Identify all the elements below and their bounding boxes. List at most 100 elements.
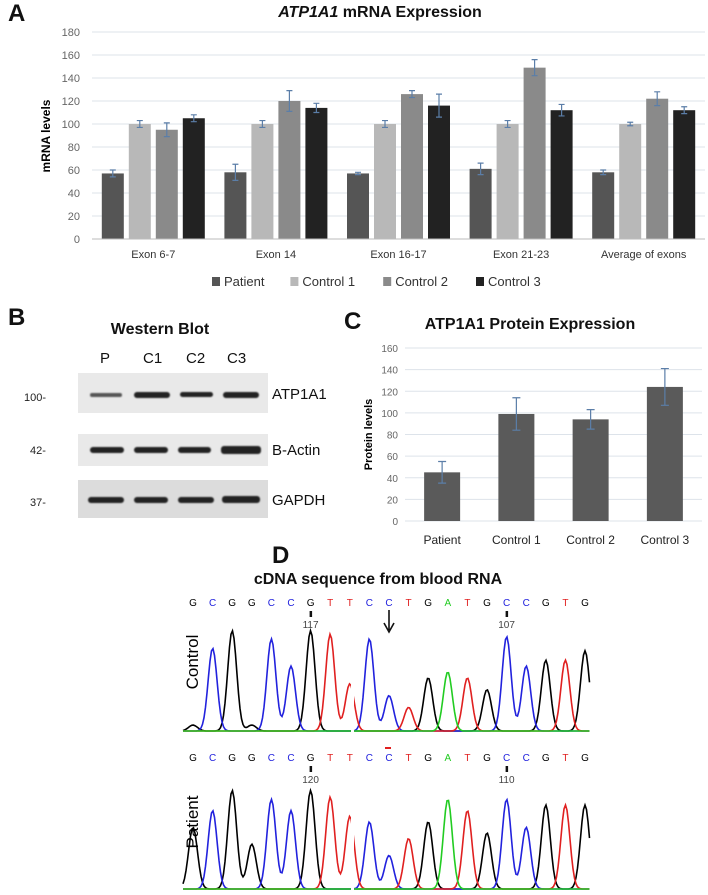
base-call-G: G bbox=[307, 598, 315, 609]
base-call-G: G bbox=[483, 753, 491, 764]
bar-control-3 bbox=[428, 105, 450, 239]
base-call-T: T bbox=[406, 753, 412, 764]
base-call-C: C bbox=[503, 598, 510, 609]
bar-control-1 bbox=[251, 124, 274, 239]
bar-control-3 bbox=[305, 107, 328, 240]
x-tick-label: Exon 6-7 bbox=[131, 249, 175, 261]
x-tick-label: Average of exons bbox=[601, 249, 687, 261]
bar-patient bbox=[469, 168, 492, 239]
base-call-C: C bbox=[523, 753, 530, 764]
legend-swatch bbox=[290, 277, 299, 286]
error-bar bbox=[512, 397, 521, 431]
position-label: 120 bbox=[302, 775, 319, 786]
error-bar bbox=[109, 169, 116, 178]
base-call-A: A bbox=[444, 598, 451, 609]
error-bar bbox=[259, 119, 266, 129]
bar-control-1 bbox=[619, 124, 642, 239]
x-tick-label: Exon 16-17 bbox=[370, 249, 426, 261]
blot-label-atp1a1: ATP1A1 bbox=[272, 386, 327, 403]
y-axis-label: Protein levels bbox=[363, 399, 375, 471]
bar bbox=[498, 413, 535, 521]
x-tick-label: Control 3 bbox=[641, 533, 690, 547]
blot-atp1a1 bbox=[78, 373, 268, 413]
base-call-G: G bbox=[248, 753, 256, 764]
y-tick-label: 80 bbox=[387, 431, 399, 442]
y-tick-label: 120 bbox=[381, 387, 398, 398]
trace-gap bbox=[351, 773, 354, 893]
y-tick-label: 100 bbox=[381, 409, 398, 420]
x-tick-label: Exon 21-23 bbox=[493, 249, 549, 261]
base-call-T: T bbox=[347, 598, 353, 609]
base-call-T: T bbox=[327, 598, 333, 609]
base-call-G: G bbox=[228, 598, 236, 609]
trace-G bbox=[182, 627, 591, 732]
y-tick-label: 120 bbox=[62, 96, 80, 108]
y-tick-label: 60 bbox=[387, 452, 399, 463]
position-tick bbox=[505, 766, 509, 772]
trace-T bbox=[183, 631, 590, 732]
legend-label: Patient bbox=[224, 274, 265, 289]
base-call-G: G bbox=[424, 598, 432, 609]
legend-label: Control 2 bbox=[395, 274, 448, 289]
base-call-G: G bbox=[483, 598, 491, 609]
y-tick-label: 140 bbox=[62, 73, 80, 85]
x-tick-label: Control 1 bbox=[492, 533, 541, 547]
error-bar bbox=[438, 460, 447, 484]
base-call-T: T bbox=[406, 598, 412, 609]
error-bar bbox=[190, 114, 197, 123]
base-call-G: G bbox=[189, 598, 197, 609]
marker-100: 100- bbox=[24, 392, 47, 404]
base-call-G: G bbox=[248, 598, 256, 609]
trace-gap bbox=[351, 609, 354, 735]
bar-patient bbox=[224, 172, 247, 239]
base-call-T: T bbox=[464, 753, 470, 764]
arrow-down-icon bbox=[383, 610, 395, 634]
bar bbox=[572, 419, 609, 521]
x-tick-label: Control 2 bbox=[566, 533, 615, 547]
chart-c: 0 20 40 60 80 100 120 140 160 Protein levels Patie… bbox=[363, 344, 702, 547]
chart-a-title-rest: mRNA Expression bbox=[338, 4, 482, 21]
y-tick-label: 80 bbox=[68, 142, 80, 154]
position-label: 117 bbox=[303, 620, 319, 631]
bar bbox=[646, 386, 683, 521]
base-call-C: C bbox=[287, 598, 294, 609]
y-axis-label: mRNA levels bbox=[39, 99, 53, 172]
error-bar bbox=[355, 171, 361, 176]
base-call-G: G bbox=[424, 753, 432, 764]
base-call-C: C bbox=[523, 598, 530, 609]
chart-c-title: ATP1A1 Protein Expression bbox=[424, 316, 636, 333]
chart-a: 0 20 40 60 80 100 120 140 160 180 mRNA levels Exon … bbox=[39, 27, 705, 289]
bar-control-2 bbox=[278, 101, 301, 239]
base-call-A: A bbox=[444, 753, 451, 764]
base-call-G: G bbox=[581, 598, 589, 609]
y-tick-label: 140 bbox=[381, 366, 398, 377]
error-bar bbox=[382, 119, 388, 129]
position-tick bbox=[309, 766, 313, 772]
base-call-G: G bbox=[189, 753, 197, 764]
error-bar bbox=[558, 103, 565, 117]
position-label: 107 bbox=[498, 620, 515, 631]
position-tick bbox=[309, 611, 313, 617]
error-bar bbox=[681, 106, 688, 115]
base-call-C: C bbox=[209, 598, 216, 609]
blot-b-actin bbox=[78, 434, 268, 466]
position-label: 110 bbox=[499, 775, 515, 786]
lane-label-c2: C2 bbox=[186, 350, 206, 367]
trace-A bbox=[183, 671, 590, 732]
bar-patient bbox=[592, 172, 615, 239]
y-tick-label: 160 bbox=[62, 50, 80, 62]
marker-42: 42- bbox=[30, 445, 46, 457]
bar-control-1 bbox=[496, 124, 519, 239]
base-call-C: C bbox=[209, 753, 216, 764]
y-tick-label: 40 bbox=[387, 474, 399, 485]
trace-A bbox=[183, 799, 590, 890]
error-bar bbox=[654, 91, 661, 107]
y-tick-label: 20 bbox=[68, 211, 80, 223]
western-blot-title: Western Blot bbox=[110, 321, 210, 338]
lane-label-p: P bbox=[100, 350, 111, 367]
chart-a-title-gene: ATP1A1 bbox=[278, 4, 339, 21]
base-call-G: G bbox=[581, 753, 589, 764]
base-call-C: C bbox=[366, 598, 373, 609]
legend-swatch bbox=[476, 277, 484, 286]
bar-control-3 bbox=[550, 110, 573, 239]
